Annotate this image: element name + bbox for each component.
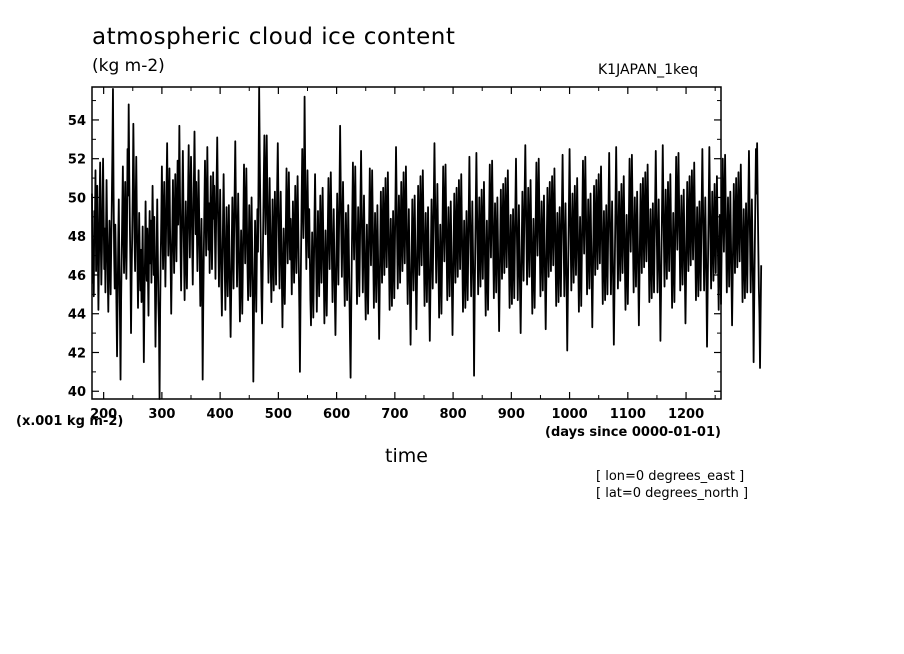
chart-title: atmospheric cloud ice content (92, 24, 456, 50)
x-tick-label: 800 (440, 407, 467, 422)
x-tick-label: 600 (323, 407, 350, 422)
plot-frame (91, 86, 722, 400)
x-tick-label: 300 (148, 407, 175, 422)
run-label: K1JAPAN_1keq (598, 62, 699, 78)
y-tick-label: 48 (68, 230, 86, 245)
series-line (91, 86, 763, 400)
y-tick-label: 42 (68, 346, 86, 361)
units-label: (kg m-2) (92, 56, 165, 76)
scale-note: (x.001 kg m-2) (16, 414, 124, 429)
x-tick-label: 400 (207, 407, 234, 422)
x-axis-units: (days since 0000-01-01) (545, 425, 721, 440)
x-tick-label: 1100 (610, 407, 646, 422)
y-tick-label: 54 (68, 114, 86, 129)
y-tick-label: 50 (68, 191, 86, 206)
x-tick-label: 700 (381, 407, 408, 422)
x-tick-label: 1000 (551, 407, 587, 422)
x-tick-label: 500 (265, 407, 292, 422)
y-tick-label: 44 (68, 308, 86, 323)
x-tick-label: 200 (90, 407, 117, 422)
y-tick-label: 40 (68, 385, 86, 400)
y-tick-label: 46 (68, 269, 86, 284)
annotation-latitude: [ lat=0 degrees_north ] (596, 486, 749, 501)
y-tick-label: 52 (68, 153, 86, 168)
x-tick-label: 900 (498, 407, 525, 422)
x-axis-label: time (385, 445, 428, 467)
x-tick-label: 1200 (668, 407, 704, 422)
annotation-longitude: [ lon=0 degrees_east ] (596, 469, 745, 484)
